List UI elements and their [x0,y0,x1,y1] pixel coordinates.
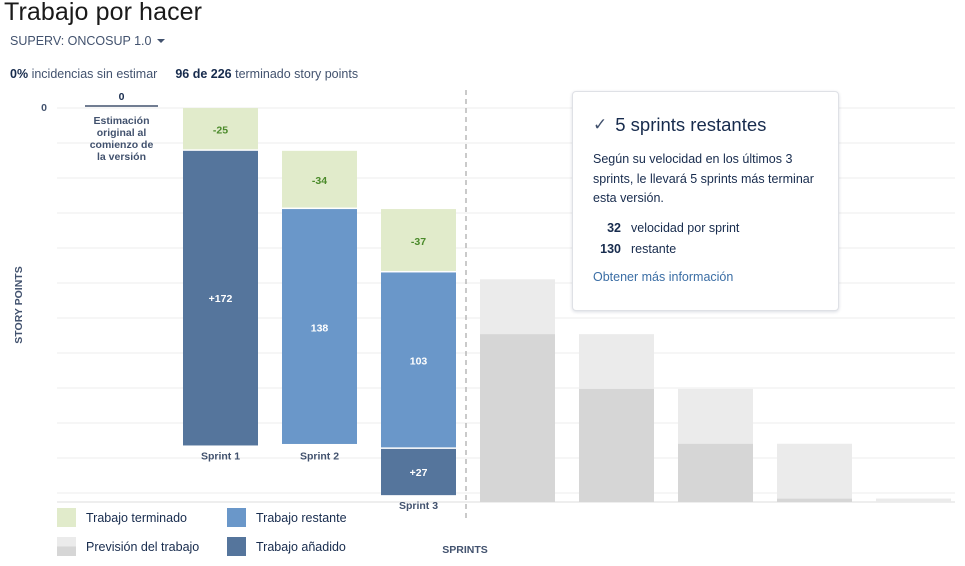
completed-bar-label: -37 [411,236,426,248]
version-selector[interactable]: SUPERV: ONCOSUP 1.0 [10,34,165,48]
popup-description: Según su velocidad en los últimos 3 spri… [593,152,814,205]
legend-swatch-forecast [57,537,76,556]
origin-caption-line: la versión [97,151,146,163]
sprint-label: Sprint 2 [300,450,339,462]
legend-item-completed: Trabajo terminado [57,508,227,527]
done-label: terminado story points [235,67,359,81]
added-bar [381,448,456,496]
remaining-row: 130 restante [593,242,818,256]
y-tick-label: 0 [41,102,47,114]
origin-value-label: 0 [119,91,125,103]
legend-swatch-remaining [227,508,246,527]
legend-label-forecast: Previsión del trabajo [86,539,200,554]
forecast-bar-remaining [480,334,555,502]
origin-caption-line: comienzo de [90,139,154,151]
popup-header: ✓ 5 sprints restantes [593,114,818,136]
remaining-value: 130 [600,241,621,256]
caret-down-icon [156,39,165,43]
sprint-label: Sprint 3 [399,500,438,512]
completed-bar-label: -34 [312,175,327,187]
legend-swatch-completed [57,508,76,527]
chart-legend: Trabajo terminado Trabajo restante Previ… [57,508,387,556]
legend-swatch-added [227,537,246,556]
more-info-link[interactable]: Obtener más información [593,269,734,284]
remaining-bar [381,272,456,448]
unestimated-label: incidencias sin estimar [31,67,158,81]
legend-label-remaining: Trabajo restante [256,510,347,525]
unestimated-stat: 0% incidencias sin estimar [10,67,157,81]
legend-item-added: Trabajo añadido [227,537,387,556]
forecast-bar-remaining [579,388,654,502]
remaining-label: restante [631,241,677,256]
forecast-bar-remaining [678,443,753,502]
done-value: 96 de 226 [175,67,232,81]
forecast-popup: ✓ 5 sprints restantes Según su velocidad… [572,91,839,311]
unestimated-value: 0% [10,67,29,81]
remaining-bar [282,209,357,444]
forecast-bar-remaining [777,498,852,502]
sprint-label: Sprint 1 [201,450,240,462]
forecast-bar-completing [579,334,654,389]
velocity-value: 32 [607,220,621,235]
done-stat: 96 de 226 terminado story points [175,67,358,81]
forecast-bar-completing [678,388,753,444]
x-axis-label: SPRINTS [442,544,488,556]
remaining-bar-label: 103 [410,356,428,368]
completed-bar [282,150,357,208]
completed-bar [183,108,258,150]
legend-item-remaining: Trabajo restante [227,508,387,527]
popup-title: 5 sprints restantes [615,114,767,135]
page-title: Trabajo por hacer [4,0,203,26]
completed-bar [381,209,456,271]
legend-label-added: Trabajo añadido [256,539,346,554]
added-bar-label: +27 [410,467,428,479]
forecast-bar-completing [876,498,951,502]
origin-caption-line: Estimación [93,115,149,127]
checkmark-icon: ✓ [593,115,608,134]
legend-label-completed: Trabajo terminado [86,510,187,525]
y-axis-label: STORY POINTS [13,266,25,343]
velocity-row: 32 velocidad por sprint [593,221,818,235]
added-bar-label: +172 [209,293,233,305]
velocity-label: velocidad por sprint [631,220,740,235]
forecast-bar-completing [480,279,555,335]
stats-bar: 0% incidencias sin estimar 96 de 226 ter… [10,67,358,81]
forecast-bar-completing [777,443,852,499]
remaining-bar-label: 138 [311,322,329,334]
legend-item-forecast: Previsión del trabajo [57,537,227,556]
completed-bar-label: -25 [213,124,228,136]
added-bar [183,150,258,446]
version-label: SUPERV: ONCOSUP 1.0 [10,34,152,48]
origin-caption-line: original al [97,127,147,139]
